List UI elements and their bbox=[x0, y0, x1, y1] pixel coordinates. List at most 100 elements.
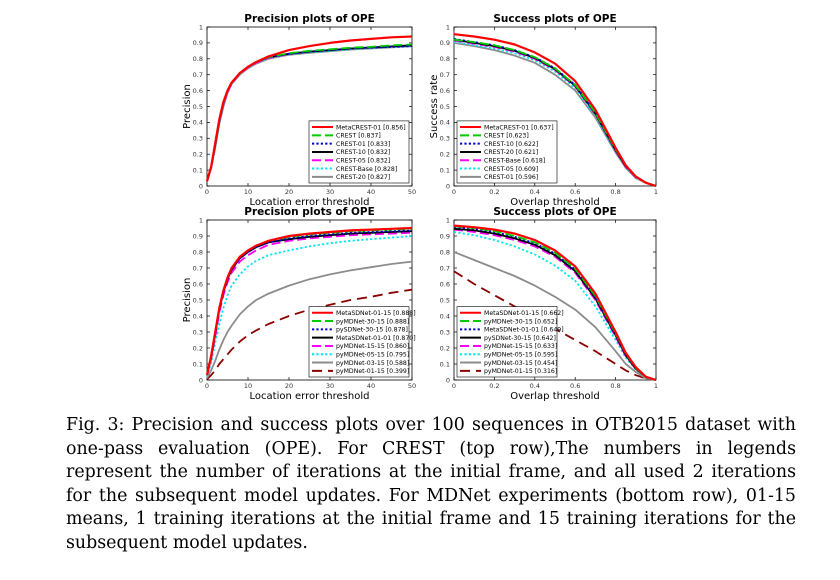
chart-title: Precision plots of OPE bbox=[244, 13, 375, 25]
legend-entry: pyMDNet-05-15 [0.595] bbox=[484, 351, 557, 358]
y-tick-label: 0.7 bbox=[193, 71, 203, 79]
y-tick-label: 0.1 bbox=[440, 360, 450, 368]
legend-entry: MetaSDNet-01-01 [0.649] bbox=[484, 327, 564, 334]
series-line-7 bbox=[206, 260, 413, 379]
x-tick-label: 0 bbox=[452, 188, 456, 196]
y-tick-label: 0.1 bbox=[193, 166, 203, 174]
legend-entry: CREST-10 [0.622] bbox=[484, 141, 538, 148]
legend-entry: pyMDNet-01-15 [0.399] bbox=[336, 368, 409, 375]
x-tick-label: 0.8 bbox=[610, 382, 620, 390]
y-tick-label: 0.2 bbox=[440, 151, 450, 159]
chart-bl: Precision plots of OPE Location error thr… bbox=[182, 206, 416, 402]
y-tick-label: 0.4 bbox=[193, 119, 203, 127]
y-tick-label: 0.9 bbox=[193, 39, 203, 47]
legend-entry: CREST-01 [0.833] bbox=[336, 141, 390, 148]
y-tick-label: 0.9 bbox=[440, 232, 450, 240]
x-axis-label: Overlap threshold bbox=[510, 391, 600, 402]
series-line-8 bbox=[453, 270, 657, 381]
x-tick-label: 0 bbox=[452, 382, 456, 390]
legend-entry: pyMDNet-03-15 [0.588] bbox=[336, 360, 409, 367]
legend-entry: MetaCREST-01 [0.856] bbox=[336, 124, 406, 131]
x-tick-label: 10 bbox=[244, 188, 252, 196]
x-tick-label: 50 bbox=[408, 188, 416, 196]
legend-entry: pyMDNet-15-15 [0.633] bbox=[484, 343, 557, 350]
legend-entry: CREST-05 [0.832] bbox=[336, 157, 390, 164]
y-tick-label: 1 bbox=[199, 216, 203, 224]
y-tick-label: 0.6 bbox=[193, 280, 203, 288]
y-tick-label: 0.2 bbox=[193, 151, 203, 159]
legend-entry: CREST-20 [0.827] bbox=[336, 174, 390, 181]
y-tick-label: 0.1 bbox=[440, 166, 450, 174]
x-tick-label: 0.4 bbox=[530, 382, 540, 390]
legend-entry: pyMDNet-15-15 [0.860] bbox=[336, 343, 409, 350]
legend-entry: CREST [0.623] bbox=[484, 133, 529, 140]
legend-entry: CREST-05 [0.609] bbox=[484, 166, 538, 173]
legend-entry: pyMDNet-05-15 [0.795] bbox=[336, 351, 409, 358]
y-tick-label: 0.7 bbox=[193, 264, 203, 272]
y-tick-label: 0.8 bbox=[193, 55, 203, 63]
y-tick-label: 1 bbox=[446, 23, 450, 31]
legend-entry: MetaCREST-01 [0.637] bbox=[484, 124, 554, 131]
legend-entry: CREST-Base [0.828] bbox=[336, 166, 397, 173]
y-tick-label: 0.6 bbox=[193, 87, 203, 95]
x-axis-label: Location error threshold bbox=[250, 197, 370, 208]
x-axis-label: Location error threshold bbox=[250, 391, 370, 402]
y-tick-label: 0.3 bbox=[193, 328, 203, 336]
y-tick-label: 0.5 bbox=[440, 103, 450, 111]
y-tick-label: 0.6 bbox=[440, 280, 450, 288]
legend-entry: CREST-Base [0.618] bbox=[484, 157, 545, 164]
series-line-6 bbox=[453, 231, 657, 381]
y-tick-label: 0.9 bbox=[440, 39, 450, 47]
series-line-1 bbox=[453, 33, 657, 188]
x-tick-label: 0 bbox=[205, 382, 209, 390]
y-tick-label: 1 bbox=[199, 23, 203, 31]
x-tick-label: 0.2 bbox=[489, 188, 499, 196]
y-tick-label: 0.5 bbox=[193, 103, 203, 111]
legend-entry: MetaSDNet-01-15 [0.888] bbox=[336, 310, 416, 317]
y-tick-label: 0.8 bbox=[440, 55, 450, 63]
legend-box bbox=[308, 120, 410, 184]
chart-title: Precision plots of OPE bbox=[244, 206, 375, 218]
series-line-6 bbox=[206, 235, 413, 378]
y-tick-label: 0.6 bbox=[440, 87, 450, 95]
chart-tl: Precision plots of OPE Location error thr… bbox=[182, 13, 416, 208]
legend: MetaCREST-01 [0.856]CREST [0.837]CREST-0… bbox=[308, 120, 410, 184]
y-tick-label: 0 bbox=[446, 182, 450, 190]
legend: MetaSDNet-01-15 [0.662]pyMDNet-30-15 [0.… bbox=[456, 306, 564, 378]
y-tick-label: 0.5 bbox=[440, 296, 450, 304]
y-tick-label: 0.2 bbox=[193, 344, 203, 352]
y-tick-label: 0.5 bbox=[193, 296, 203, 304]
legend-entry: pyMDNet-03-15 [0.454] bbox=[484, 360, 557, 367]
x-tick-label: 50 bbox=[408, 382, 416, 390]
y-tick-label: 0 bbox=[199, 182, 203, 190]
chart-title: Success plots of OPE bbox=[493, 13, 616, 25]
chart-tr: Success plots of OPE Overlap threshold Suc… bbox=[429, 13, 658, 208]
legend-entry: pySDNet-30-15 [0.878] bbox=[336, 327, 408, 334]
series-line-1 bbox=[205, 35, 413, 182]
x-tick-label: 20 bbox=[285, 382, 293, 390]
y-axis-label: Precision bbox=[182, 84, 193, 129]
x-tick-label: 20 bbox=[285, 188, 293, 196]
x-tick-label: 30 bbox=[326, 382, 334, 390]
x-tick-label: 0 bbox=[205, 188, 209, 196]
x-tick-label: 1 bbox=[654, 188, 658, 196]
y-tick-label: 0.1 bbox=[193, 360, 203, 368]
legend-box bbox=[456, 306, 558, 378]
x-tick-label: 0.6 bbox=[570, 188, 580, 196]
legend-entry: MetaSDNet-01-01 [0.870] bbox=[336, 335, 416, 342]
y-axis-label: Success rate bbox=[429, 75, 440, 139]
legend-entry: pyMDNet-30-15 [0.652] bbox=[484, 318, 557, 325]
y-tick-label: 0.8 bbox=[440, 248, 450, 256]
x-tick-label: 0.2 bbox=[489, 382, 499, 390]
x-tick-label: 0.4 bbox=[530, 188, 540, 196]
y-tick-label: 0.3 bbox=[440, 135, 450, 143]
x-tick-label: 40 bbox=[367, 382, 375, 390]
legend-entry: pyMDNet-30-15 [0.888] bbox=[336, 318, 409, 325]
legend: MetaCREST-01 [0.637] CREST [0.623]CREST-1… bbox=[456, 120, 558, 184]
legend-entry: pyMDNet-01-15 [0.316] bbox=[484, 368, 557, 375]
chart-br: Success plots of OPE Overlap threshold 0 0.… bbox=[440, 206, 658, 402]
chart-title: Success plots of OPE bbox=[493, 206, 616, 218]
y-tick-label: 0.4 bbox=[440, 312, 450, 320]
series-line-1 bbox=[453, 224, 657, 382]
